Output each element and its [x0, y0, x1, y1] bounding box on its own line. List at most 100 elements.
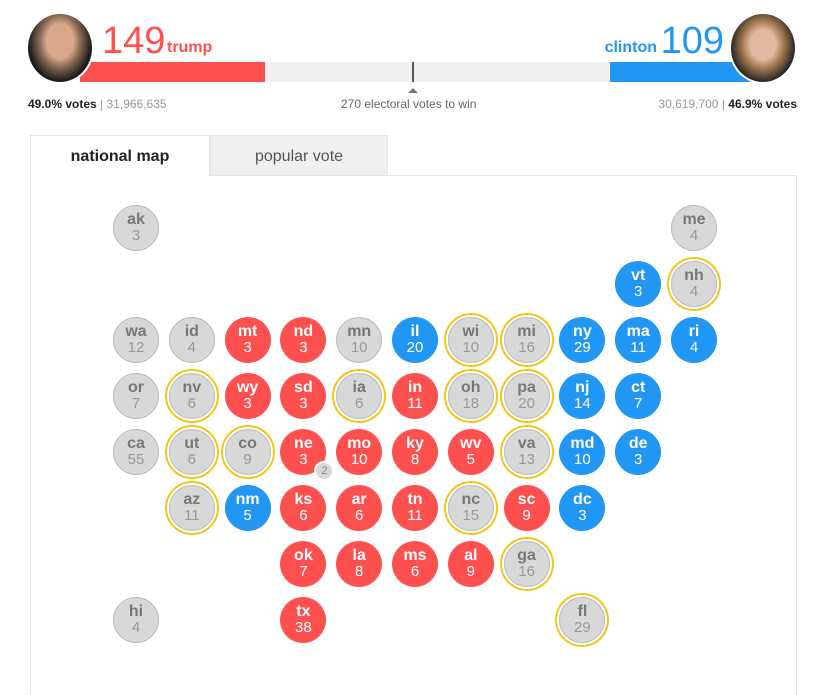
state-pa[interactable]: pa 20: [503, 373, 550, 419]
remaining-bar: [265, 62, 610, 82]
state-mn[interactable]: mn 10: [336, 317, 383, 363]
state-abbr: nv: [182, 379, 202, 396]
state-electoral-votes: 3: [299, 395, 308, 412]
state-ma[interactable]: ma 11: [615, 317, 662, 363]
state-in[interactable]: in 11: [392, 373, 438, 419]
state-nh[interactable]: nh 4: [671, 261, 717, 307]
trump-progress-bar: [80, 62, 265, 82]
state-ut[interactable]: ut 6: [168, 429, 215, 475]
state-ia[interactable]: ia 6: [336, 373, 383, 419]
state-electoral-votes: 20: [406, 339, 424, 356]
clinton-name: clinton: [604, 39, 657, 56]
state-il[interactable]: il 20: [392, 317, 438, 363]
state-abbr: ma: [626, 323, 650, 340]
state-electoral-votes: 16: [518, 563, 535, 580]
state-wv[interactable]: wv 5: [447, 429, 494, 475]
state-ga[interactable]: ga 16: [503, 541, 550, 587]
state-electoral-votes: 3: [131, 227, 141, 244]
state-ne[interactable]: ne 3 2: [280, 429, 335, 481]
state-tx[interactable]: tx 38: [280, 597, 327, 643]
state-electoral-votes: 5: [466, 451, 475, 468]
state-abbr: id: [184, 323, 199, 340]
state-electoral-votes: 29: [574, 339, 591, 356]
state-electoral-votes: 3: [299, 451, 308, 468]
clinton-popular: 30,619,700: [658, 97, 719, 111]
tab-popular-vote[interactable]: popular vote: [210, 135, 388, 176]
state-electoral-votes: 7: [634, 395, 643, 412]
state-electoral-votes: 11: [184, 507, 200, 524]
state-abbr: mt: [237, 323, 258, 340]
trump-votes: 49.0% votes | 31,966,635: [28, 97, 167, 111]
state-dc[interactable]: dc 3: [559, 485, 606, 531]
state-electoral-votes: 4: [187, 339, 196, 356]
state-vt[interactable]: vt 3: [615, 261, 662, 307]
state-al[interactable]: al 9: [447, 541, 494, 587]
state-electoral-votes: 9: [466, 563, 475, 580]
state-abbr: wv: [460, 435, 482, 452]
state-va[interactable]: va 13: [503, 429, 550, 475]
state-abbr: ak: [127, 211, 145, 228]
state-mi[interactable]: mi 16: [503, 317, 550, 363]
state-abbr: mi: [517, 323, 536, 340]
state-nd[interactable]: nd 3: [280, 317, 327, 363]
state-electoral-votes: 6: [187, 395, 196, 412]
state-sc[interactable]: sc 9: [503, 485, 550, 531]
state-electoral-votes: 11: [407, 395, 423, 412]
state-de[interactable]: de 3: [615, 429, 662, 475]
state-abbr: ny: [573, 323, 592, 340]
state-wa[interactable]: wa 12: [113, 317, 159, 363]
state-abbr: wa: [125, 323, 147, 340]
state-abbr: fl: [577, 603, 588, 620]
state-electoral-votes: 3: [634, 451, 643, 468]
state-ri[interactable]: ri 4: [671, 317, 717, 363]
state-co[interactable]: co 9: [224, 429, 271, 475]
state-mt[interactable]: mt 3: [224, 317, 271, 363]
state-ca[interactable]: ca 55: [113, 429, 159, 475]
trump-name: trump: [167, 39, 213, 56]
state-electoral-votes: 11: [407, 507, 423, 524]
split-vote-badge: 2: [314, 461, 335, 481]
state-wi[interactable]: wi 10: [447, 317, 494, 363]
state-mo[interactable]: mo 10: [336, 429, 383, 475]
state-nc[interactable]: nc 15: [447, 485, 494, 531]
state-nj[interactable]: nj 14: [559, 373, 606, 419]
state-electoral-votes: 10: [350, 339, 368, 356]
state-me[interactable]: me 4: [671, 205, 717, 251]
state-az[interactable]: az 11: [168, 485, 215, 531]
state-abbr: nm: [235, 491, 260, 508]
state-fl[interactable]: fl 29: [559, 597, 606, 643]
state-electoral-votes: 38: [295, 619, 312, 636]
state-ok[interactable]: ok 7: [280, 541, 327, 587]
state-ct[interactable]: ct 7: [615, 373, 662, 419]
state-wy[interactable]: wy 3: [224, 373, 271, 419]
state-abbr: de: [628, 435, 648, 452]
state-ak[interactable]: ak 3: [113, 205, 159, 251]
state-nv[interactable]: nv 6: [168, 373, 215, 419]
state-electoral-votes: 4: [131, 619, 141, 636]
state-abbr: la: [352, 547, 366, 564]
state-electoral-votes: 13: [518, 451, 535, 468]
state-electoral-votes: 9: [243, 451, 252, 468]
state-abbr: nh: [684, 267, 704, 284]
state-ms[interactable]: ms 6: [392, 541, 438, 587]
state-hi[interactable]: hi 4: [113, 597, 159, 643]
state-abbr: sc: [517, 491, 536, 508]
state-md[interactable]: md 10: [559, 429, 606, 475]
state-or[interactable]: or 7: [113, 373, 159, 419]
state-electoral-votes: 6: [187, 451, 196, 468]
state-sd[interactable]: sd 3: [280, 373, 327, 419]
state-tn[interactable]: tn 11: [392, 485, 438, 531]
state-nm[interactable]: nm 5: [224, 485, 271, 531]
state-oh[interactable]: oh 18: [447, 373, 494, 419]
state-abbr: vt: [631, 267, 646, 284]
state-la[interactable]: la 8: [336, 541, 383, 587]
state-electoral-votes: 6: [410, 563, 420, 580]
state-electoral-votes: 8: [355, 563, 364, 580]
tab-national-map[interactable]: national map: [30, 135, 210, 176]
state-ky[interactable]: ky 8: [392, 429, 438, 475]
state-ar[interactable]: ar 6: [336, 485, 383, 531]
state-ks[interactable]: ks 6: [280, 485, 327, 531]
state-ny[interactable]: ny 29: [559, 317, 606, 363]
state-id[interactable]: id 4: [168, 317, 215, 363]
state-electoral-votes: 4: [689, 227, 699, 244]
